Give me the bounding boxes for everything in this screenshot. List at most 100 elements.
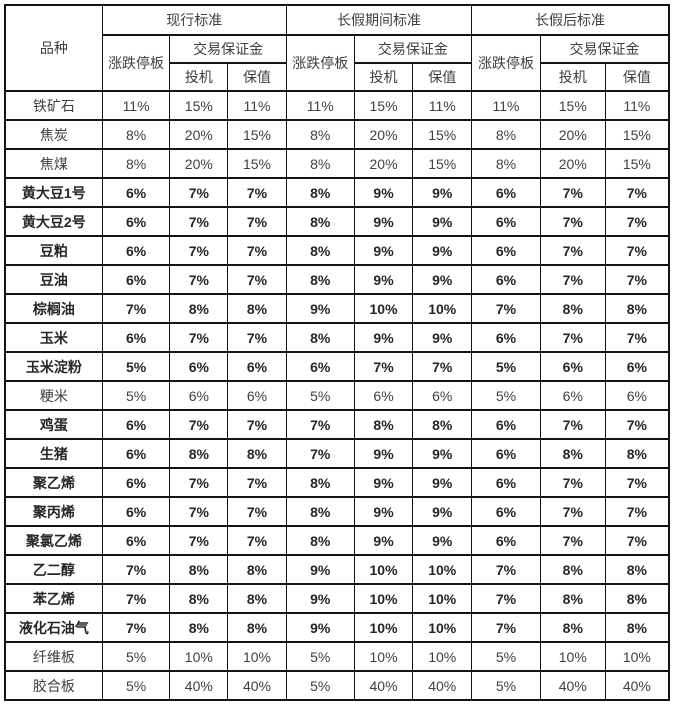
value-cell: 5% [101, 641, 171, 672]
value-cell: 5% [471, 380, 541, 411]
value-cell: 7% [227, 409, 287, 440]
value-cell: 11% [285, 90, 355, 121]
value-cell: 7% [604, 525, 670, 556]
value-cell: 8% [539, 293, 606, 324]
product-name-cell: 玉米淀粉 [4, 351, 103, 382]
value-cell: 7% [539, 322, 606, 353]
value-cell: 8% [285, 322, 355, 353]
value-cell: 6% [471, 467, 541, 498]
value-cell: 9% [412, 235, 473, 266]
value-cell: 7% [412, 351, 473, 382]
value-cell: 20% [169, 148, 229, 179]
value-cell: 7% [539, 467, 606, 498]
value-cell: 8% [101, 119, 171, 150]
header-trade-margin-after: 交易保证金 [539, 34, 670, 64]
table-row: 乙二醇 7% 8% 8% 9% 10% 10% 7% 8% 8% [4, 554, 670, 585]
value-cell: 7% [227, 322, 287, 353]
value-cell: 8% [227, 583, 287, 614]
value-cell: 8% [285, 119, 355, 150]
value-cell: 10% [539, 641, 606, 672]
product-name-cell: 液化石油气 [4, 612, 103, 643]
value-cell: 15% [227, 148, 287, 179]
value-cell: 9% [412, 264, 473, 295]
value-cell: 5% [101, 351, 171, 382]
value-cell: 20% [539, 119, 606, 150]
table-row: 玉米 6% 7% 7% 8% 9% 9% 6% 7% 7% [4, 322, 670, 353]
value-cell: 6% [227, 380, 287, 411]
value-cell: 8% [285, 235, 355, 266]
product-name-cell: 棕榈油 [4, 293, 103, 324]
value-cell: 8% [169, 293, 229, 324]
value-cell: 8% [604, 612, 670, 643]
value-cell: 40% [604, 670, 670, 701]
table-row: 铁矿石 11% 15% 11% 11% 15% 11% 11% 15% 11% [4, 90, 670, 121]
product-name-cell: 苯乙烯 [4, 583, 103, 614]
value-cell: 8% [169, 612, 229, 643]
value-cell: 7% [604, 467, 670, 498]
table-row: 胶合板 5% 40% 40% 5% 40% 40% 5% 40% 40% [4, 670, 670, 701]
value-cell: 8% [539, 438, 606, 469]
product-name-cell: 粳米 [4, 380, 103, 411]
value-cell: 7% [604, 177, 670, 208]
value-cell: 8% [227, 612, 287, 643]
value-cell: 10% [353, 554, 414, 585]
table-row: 苯乙烯 7% 8% 8% 9% 10% 10% 7% 8% 8% [4, 583, 670, 614]
value-cell: 7% [353, 351, 414, 382]
value-cell: 9% [353, 206, 414, 237]
value-cell: 6% [101, 235, 171, 266]
value-cell: 6% [471, 438, 541, 469]
product-name-cell: 焦煤 [4, 148, 103, 179]
value-cell: 9% [285, 612, 355, 643]
value-cell: 6% [101, 206, 171, 237]
value-cell: 8% [227, 438, 287, 469]
table-row: 玉米淀粉 5% 6% 6% 6% 7% 7% 5% 6% 6% [4, 351, 670, 382]
value-cell: 7% [285, 409, 355, 440]
value-cell: 8% [101, 148, 171, 179]
value-cell: 7% [539, 264, 606, 295]
value-cell: 8% [604, 293, 670, 324]
value-cell: 8% [285, 264, 355, 295]
table-row: 纤维板 5% 10% 10% 5% 10% 10% 5% 10% 10% [4, 641, 670, 672]
value-cell: 10% [353, 293, 414, 324]
value-cell: 7% [285, 438, 355, 469]
table-row: 焦煤 8% 20% 15% 8% 20% 15% 8% 20% 15% [4, 148, 670, 179]
product-name-cell: 玉米 [4, 322, 103, 353]
value-cell: 11% [412, 90, 473, 121]
value-cell: 8% [539, 612, 606, 643]
value-cell: 9% [353, 235, 414, 266]
value-cell: 10% [412, 583, 473, 614]
product-name-cell: 鸡蛋 [4, 409, 103, 440]
header-hedging-after: 保值 [604, 62, 670, 92]
table-row: 聚丙烯 6% 7% 7% 8% 9% 9% 6% 7% 7% [4, 496, 670, 527]
value-cell: 8% [227, 293, 287, 324]
value-cell: 40% [169, 670, 229, 701]
value-cell: 9% [353, 438, 414, 469]
product-name-cell: 乙二醇 [4, 554, 103, 585]
value-cell: 8% [169, 583, 229, 614]
value-cell: 15% [353, 90, 414, 121]
value-cell: 6% [227, 351, 287, 382]
value-cell: 8% [285, 467, 355, 498]
table-row: 豆粕 6% 7% 7% 8% 9% 9% 6% 7% 7% [4, 235, 670, 266]
table-row: 黄大豆1号 6% 7% 7% 8% 9% 9% 6% 7% 7% [4, 177, 670, 208]
value-cell: 9% [353, 496, 414, 527]
margin-standards-table: 品种 现行标准 长假期间标准 长假后标准 涨跌停板 交易保证金 涨跌停板 交易保… [4, 4, 670, 701]
value-cell: 10% [412, 641, 473, 672]
value-cell: 11% [471, 90, 541, 121]
header-section-holiday: 长假期间标准 [285, 4, 473, 36]
value-cell: 7% [604, 496, 670, 527]
value-cell: 7% [539, 496, 606, 527]
value-cell: 6% [169, 380, 229, 411]
value-cell: 20% [539, 148, 606, 179]
table-row: 鸡蛋 6% 7% 7% 7% 8% 8% 6% 7% 7% [4, 409, 670, 440]
value-cell: 6% [471, 264, 541, 295]
product-name-cell: 豆油 [4, 264, 103, 295]
product-name-cell: 豆粕 [4, 235, 103, 266]
value-cell: 6% [539, 380, 606, 411]
value-cell: 7% [169, 525, 229, 556]
value-cell: 6% [101, 264, 171, 295]
value-cell: 8% [353, 409, 414, 440]
value-cell: 10% [412, 612, 473, 643]
value-cell: 15% [169, 90, 229, 121]
value-cell: 5% [285, 641, 355, 672]
